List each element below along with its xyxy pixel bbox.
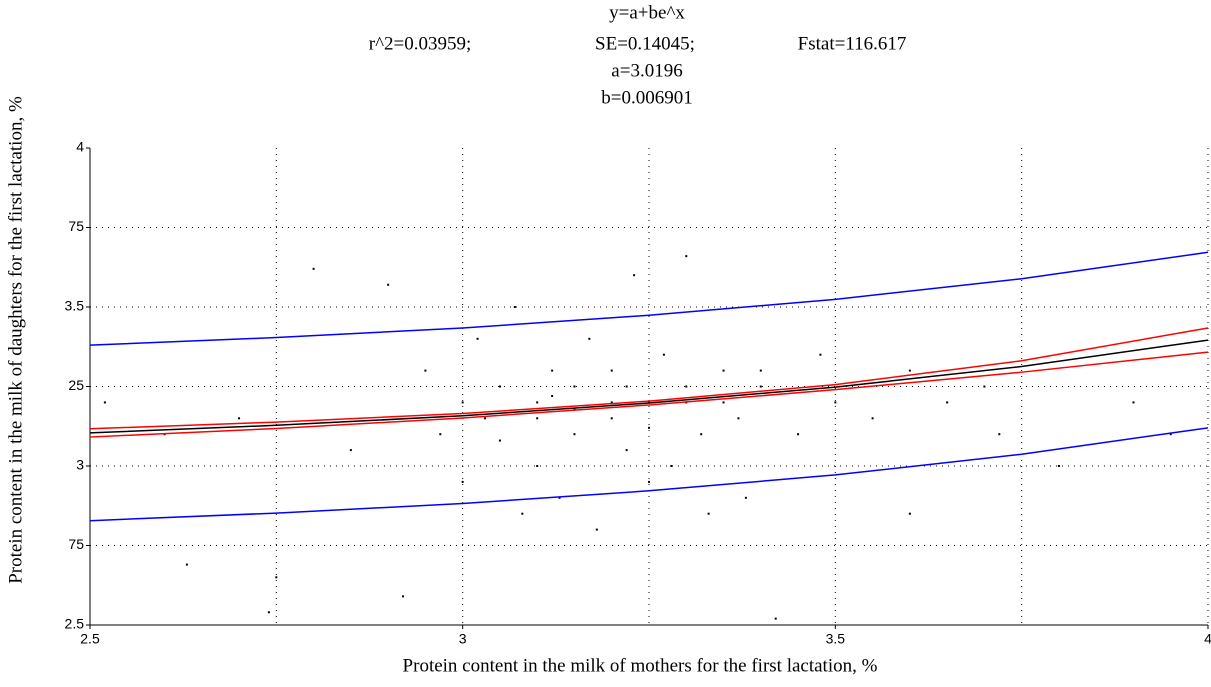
point	[476, 337, 479, 340]
point	[774, 617, 777, 620]
y-tick-label: 4	[76, 139, 84, 155]
fit-curve	[89, 351, 1209, 438]
x-tick-label: 3.5	[826, 631, 846, 647]
stat: SE=0.14045;	[595, 33, 695, 54]
x-axis-label: Protein content in the milk of mothers f…	[403, 655, 878, 676]
point	[834, 401, 837, 404]
point	[573, 385, 576, 388]
y-tick-label: 25	[68, 377, 84, 393]
point	[461, 401, 464, 404]
fit-curve	[89, 251, 1209, 346]
point	[573, 433, 576, 436]
point	[722, 369, 725, 372]
point	[498, 439, 501, 442]
point	[819, 353, 822, 356]
x-tick-label: 2.5	[80, 631, 100, 647]
chart-title: y=a+be^x	[609, 2, 685, 23]
point	[1169, 433, 1172, 436]
y-tick-label: 75	[68, 218, 84, 234]
point	[633, 274, 636, 277]
y-tick-label: 2.5	[65, 616, 85, 632]
point	[513, 306, 516, 308]
fit-curve	[89, 327, 1209, 430]
point	[536, 465, 539, 467]
fit-curve	[89, 339, 1209, 434]
point	[648, 480, 650, 483]
point	[1057, 465, 1060, 467]
point	[185, 563, 188, 566]
point	[722, 401, 725, 404]
point	[685, 255, 688, 258]
y-tick-label: 3.5	[65, 298, 85, 314]
point	[797, 433, 800, 436]
point	[595, 528, 598, 531]
y-tick-label: 3	[76, 457, 84, 473]
point	[744, 496, 747, 499]
point	[536, 417, 539, 420]
point	[349, 449, 352, 452]
point	[700, 433, 703, 436]
y-axis-label: Protein content in the milk of daughters…	[5, 96, 26, 584]
point	[908, 369, 911, 372]
point	[610, 401, 613, 404]
x-tick-label: 4	[1204, 631, 1211, 647]
point	[737, 417, 740, 420]
point	[610, 417, 613, 420]
point	[551, 395, 554, 398]
stat: Fstat=116.617	[798, 33, 907, 54]
point	[908, 512, 911, 515]
point	[998, 433, 1001, 436]
point	[424, 369, 427, 372]
point	[625, 385, 628, 388]
point	[267, 611, 270, 614]
fit-curve	[89, 427, 1209, 522]
point	[439, 433, 442, 436]
x-tick-label: 3	[459, 631, 467, 647]
point	[648, 426, 650, 429]
y-tick-label: 75	[68, 536, 84, 552]
point	[871, 417, 874, 420]
point	[685, 385, 688, 388]
point	[536, 401, 539, 404]
point	[312, 267, 315, 270]
point	[707, 512, 710, 515]
point	[551, 369, 554, 372]
param: a=3.0196	[611, 60, 682, 81]
point	[946, 401, 949, 404]
point	[498, 385, 501, 388]
point	[625, 449, 628, 452]
point	[275, 576, 278, 579]
point	[610, 369, 613, 372]
point	[387, 283, 390, 286]
point	[670, 465, 673, 467]
point	[558, 496, 561, 499]
point	[238, 417, 241, 420]
point	[1132, 401, 1135, 404]
point	[662, 353, 665, 356]
point	[103, 401, 106, 404]
point	[588, 337, 591, 340]
point	[402, 595, 405, 598]
point	[759, 385, 762, 388]
param: b=0.006901	[601, 87, 692, 108]
point	[521, 512, 524, 515]
stat: r^2=0.03959;	[369, 33, 472, 54]
point	[759, 369, 762, 372]
point	[983, 385, 986, 388]
point	[484, 417, 487, 420]
point	[461, 480, 464, 483]
